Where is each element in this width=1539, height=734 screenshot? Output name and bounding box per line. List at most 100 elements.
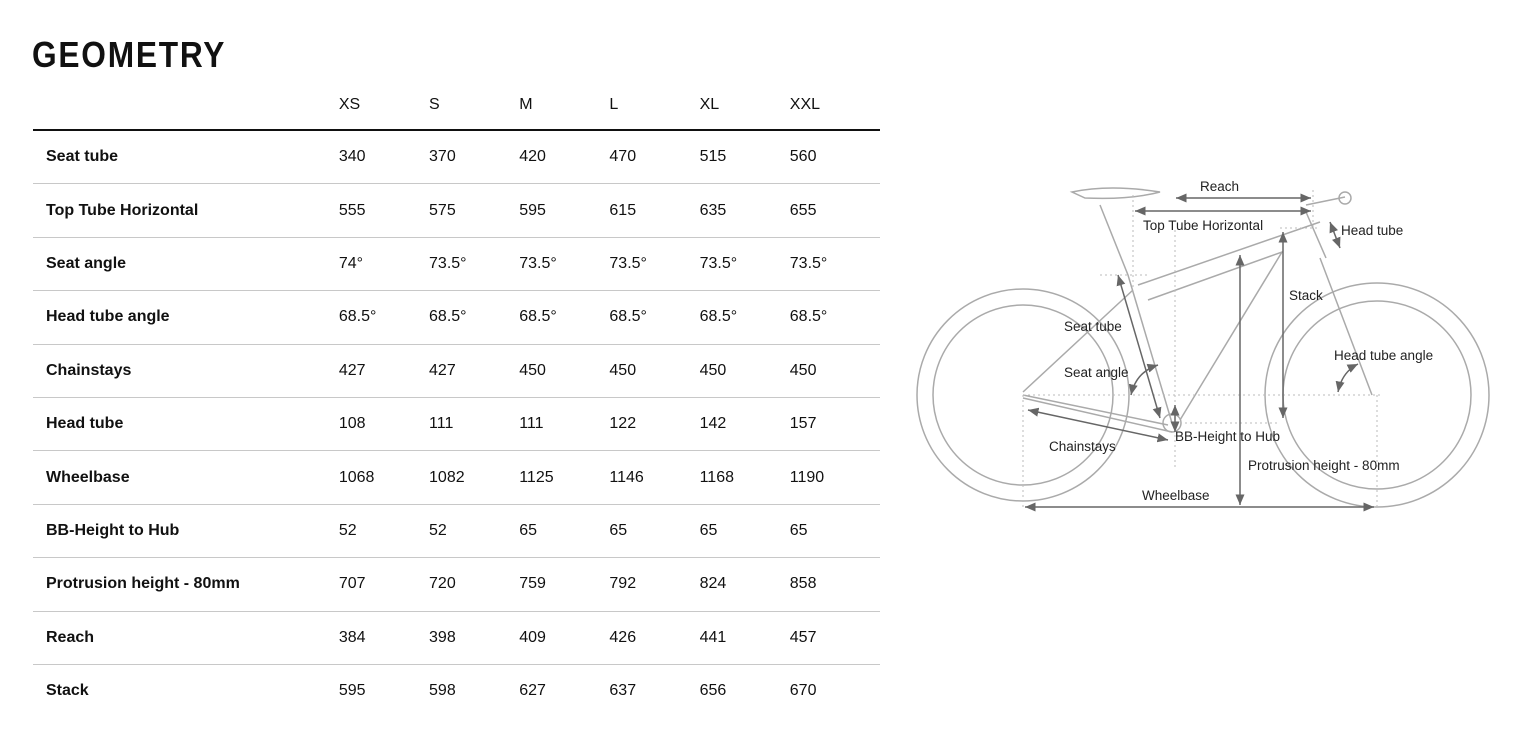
cell-m: 420 (519, 130, 610, 185)
cell-l: 470 (609, 130, 700, 185)
cell-l: 65 (609, 504, 700, 559)
cell-l: 1146 (609, 450, 700, 505)
saddle (1069, 187, 1161, 200)
seat-tube-arrow (1116, 274, 1162, 419)
label-seat-angle: Seat angle (1064, 365, 1129, 380)
table-row: BB-Height to Hub 52 52 65 65 65 65 (33, 504, 880, 559)
cell-xxl: 68.5° (789, 290, 880, 345)
label-head-tube-angle: Head tube angle (1334, 348, 1433, 363)
cell-l: 637 (609, 682, 637, 700)
row-label: Seat angle (33, 237, 339, 292)
cell-xs: 1068 (338, 450, 430, 505)
cell-s: 598 (429, 682, 456, 700)
label-head-tube: Head tube (1341, 223, 1403, 238)
size-header-xxl: XXL (789, 80, 880, 131)
cell-l: 68.5° (609, 290, 700, 345)
row-label: Head tube angle (33, 290, 339, 345)
cell-m: 627 (519, 682, 546, 700)
cell-xs: 427 (338, 344, 430, 398)
cell-xl: 68.5° (699, 290, 790, 345)
size-header-l: L (609, 80, 700, 131)
geometry-table: XS S M L XL XXL Seat tube 340 370 420 470 515 560 To… (33, 80, 880, 717)
table-row: Wheelbase 1068 1082 1125 1146 1168 1190 (33, 450, 880, 505)
cell-l: 792 (609, 557, 700, 612)
cell-xxl: 1190 (789, 450, 880, 505)
label-reach: Reach (1200, 179, 1239, 194)
row-label: Top Tube Horizontal (33, 183, 339, 238)
table-row: Seat angle 74° 73.5° 73.5° 73.5° 73.5° 73.5° (33, 237, 880, 292)
cell-m: 595 (519, 183, 610, 238)
table-row: Top Tube Horizontal 555 575 595 615 635 655 (33, 183, 880, 238)
size-header-xs: XS (338, 80, 430, 131)
cell-m: 450 (519, 344, 610, 398)
label-top-tube: Top Tube Horizontal (1143, 218, 1263, 233)
row-label: BB-Height to Hub (33, 504, 339, 559)
label-wheelbase: Wheelbase (1142, 488, 1210, 503)
dimension-arrows (1025, 193, 1374, 512)
table-row: Stack 595 598 627 637 656 670 (33, 664, 880, 717)
cell-s: 398 (429, 611, 520, 665)
cell-xxl: 560 (789, 130, 880, 185)
handlebar (1338, 191, 1352, 205)
cell-m: 111 (519, 397, 610, 452)
cell-l: 122 (609, 397, 700, 452)
cell-l: 426 (609, 611, 700, 665)
cell-m: 73.5° (519, 237, 610, 292)
cell-xl: 450 (699, 344, 790, 398)
cell-l: 73.5° (609, 237, 700, 292)
cell-xl: 73.5° (699, 237, 790, 292)
cell-xl: 1168 (699, 450, 790, 505)
label-seat-tube: Seat tube (1064, 319, 1122, 334)
cell-xxl: 157 (789, 397, 880, 452)
cell-xl: 635 (699, 183, 790, 238)
cell-m: 1125 (519, 450, 610, 505)
seat-angle-arrow (1128, 363, 1159, 396)
cell-xs: 595 (338, 682, 366, 700)
head-tube-arrow (1329, 221, 1341, 249)
size-header-xl: XL (699, 80, 790, 131)
cell-xs: 52 (338, 504, 430, 559)
cell-s: 68.5° (429, 290, 520, 345)
header-empty (33, 80, 339, 131)
chainstays-arrow (1027, 407, 1169, 443)
table-row: Head tube angle 68.5° 68.5° 68.5° 68.5° 68.5°… (33, 290, 880, 345)
cell-xs: 555 (338, 183, 430, 238)
cell-s: 73.5° (429, 237, 520, 292)
cell-xs: 707 (338, 557, 430, 612)
cell-m: 65 (519, 504, 610, 559)
table-row: Seat tube 340 370 420 470 515 560 (33, 130, 880, 185)
label-bb-height: BB-Height to Hub (1175, 429, 1280, 444)
cell-s: 370 (429, 130, 520, 185)
cell-l: 615 (609, 183, 700, 238)
cell-m: 759 (519, 557, 610, 612)
cell-xl: 515 (699, 130, 790, 185)
page-title: GEOMETRY (32, 34, 227, 75)
cell-s: 111 (429, 397, 520, 452)
cell-s: 720 (429, 557, 520, 612)
label-protrusion: Protrusion height - 80mm (1248, 458, 1400, 473)
cell-xxl: 450 (789, 344, 880, 398)
row-label: Reach (33, 611, 339, 665)
row-label: Head tube (33, 397, 339, 452)
cell-xxl: 858 (789, 557, 880, 612)
cell-xl: 441 (699, 611, 790, 665)
head-angle-arrow (1335, 363, 1359, 393)
cell-s: 1082 (429, 450, 520, 505)
cell-s: 427 (429, 344, 520, 398)
table-row: Protrusion height - 80mm 707 720 759 792 824 8… (33, 557, 880, 612)
table-row: Head tube 108 111 111 122 142 157 (33, 397, 880, 452)
cell-xs: 384 (338, 611, 430, 665)
cell-xxl: 65 (789, 504, 880, 559)
cell-xs: 68.5° (338, 290, 430, 345)
cell-xl: 142 (699, 397, 790, 452)
cell-xxl: 73.5° (789, 237, 880, 292)
table-row: Chainstays 427 427 450 450 450 450 (33, 344, 880, 398)
size-header-s: S (429, 80, 520, 131)
cell-xs: 108 (338, 397, 430, 452)
cell-m: 409 (519, 611, 610, 665)
cell-xl: 824 (699, 557, 790, 612)
cell-xs: 340 (338, 130, 430, 185)
row-label: Protrusion height - 80mm (33, 557, 339, 612)
table-header-row: XS S M L XL XXL (33, 80, 880, 131)
